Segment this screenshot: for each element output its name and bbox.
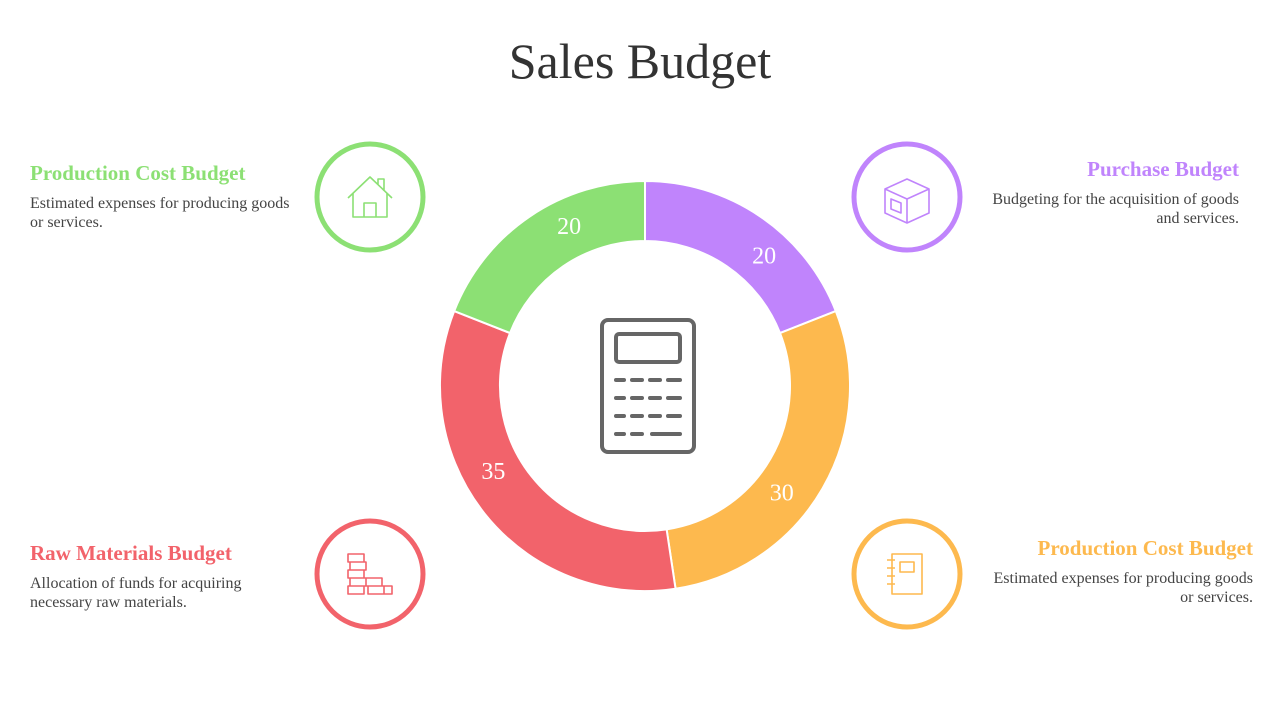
category-description: Estimated expenses for producing goods o…: [30, 195, 290, 231]
icon-ring: [314, 518, 426, 630]
category-description: Allocation of funds for acquiring necess…: [30, 575, 242, 611]
donut-segment: [439, 309, 677, 592]
value-label: 20: [752, 243, 776, 269]
icon-ring: [314, 141, 426, 253]
calculator-icon: [600, 318, 696, 454]
text-block: Production Cost Budget Estimated expenses…: [30, 161, 300, 232]
text-block: Purchase Budget Budgeting for the acquisi…: [969, 157, 1239, 228]
category-icon: [884, 178, 930, 224]
icon-shape: [884, 178, 930, 224]
value-label: 30: [770, 481, 794, 507]
value-label: 20: [557, 214, 581, 240]
icon-shape: [887, 553, 923, 595]
category-title: Purchase Budget: [1087, 157, 1239, 181]
value-label: 35: [481, 459, 505, 485]
category-icon: [347, 553, 393, 595]
category-title: Raw Materials Budget: [30, 541, 232, 565]
icon-shape: [347, 553, 393, 595]
donut-segment: [644, 179, 838, 335]
chart-title: Sales Budget: [508, 33, 772, 89]
icon-ring: [851, 141, 963, 253]
icon-ring: [851, 518, 963, 630]
category-title: Production Cost Budget: [30, 161, 246, 185]
text-block: Production Cost Budget Estimated expenses…: [983, 536, 1254, 607]
donut-segment: [452, 179, 646, 335]
category-description: Estimated expenses for producing goods o…: [993, 570, 1254, 606]
category-icon: [347, 176, 393, 218]
text-block: Raw Materials Budget Allocation of funds …: [30, 541, 300, 612]
icon-shape: [347, 176, 393, 218]
category-description: Budgeting for the acquisition of goods a…: [992, 191, 1239, 227]
category-icon: [887, 553, 923, 595]
category-title: Production Cost Budget: [1037, 536, 1253, 560]
donut-segment: [665, 309, 851, 590]
